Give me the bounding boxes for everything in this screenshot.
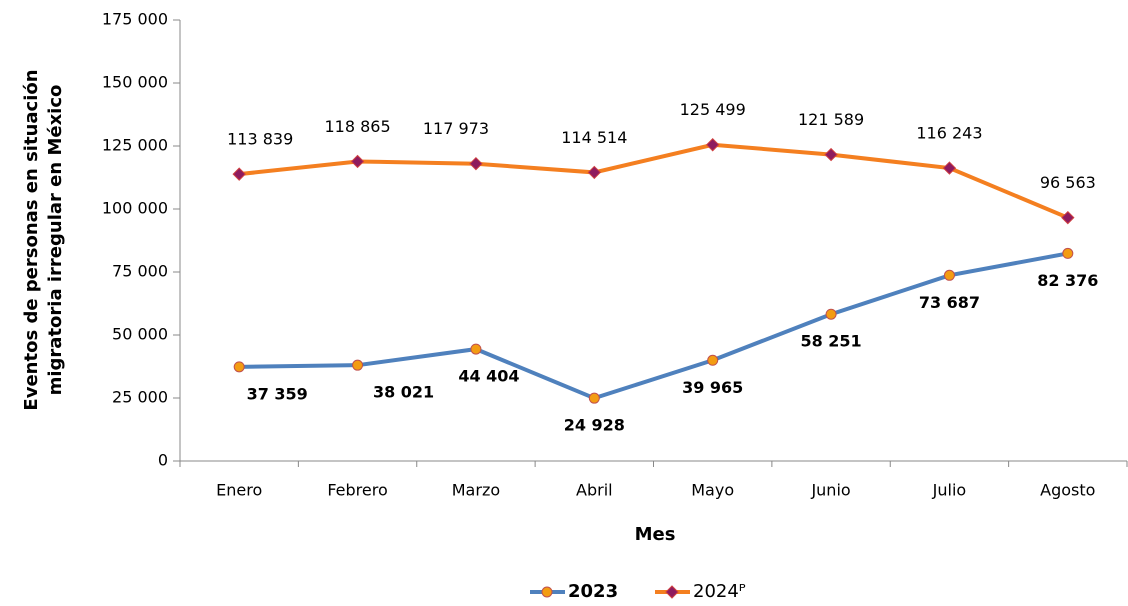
marker — [470, 343, 482, 355]
y-tick-label: 100 000 — [102, 199, 168, 218]
data-label: 37 359 — [247, 384, 308, 403]
marker — [824, 147, 838, 162]
data-label: 114 514 — [561, 128, 627, 147]
y-tick-label: 175 000 — [102, 10, 168, 29]
y-tick-label: 25 000 — [112, 388, 168, 407]
x-tick-label: Junio — [810, 481, 850, 500]
y-axis-title-line: Eventos de personas en situación — [21, 69, 42, 410]
data-label: 96 563 — [1040, 173, 1096, 192]
x-tick-label: Abril — [576, 481, 613, 500]
data-label: 24 928 — [564, 416, 625, 435]
line — [238, 142, 1069, 220]
data-label: 117 973 — [423, 119, 489, 138]
data-label: 125 499 — [680, 100, 746, 119]
marker — [232, 167, 246, 181]
y-axis-title: Eventos de personas en situación migrato… — [21, 69, 66, 410]
data-label: 38 021 — [373, 383, 434, 402]
marker — [469, 157, 483, 171]
y-tick-label: 75 000 — [112, 262, 168, 281]
marker — [350, 154, 365, 169]
marker — [942, 161, 957, 175]
marker — [943, 269, 955, 281]
data-label: 73 687 — [919, 293, 980, 312]
x-tick-label: Enero — [216, 481, 262, 500]
line — [239, 251, 1069, 401]
marker — [588, 392, 600, 404]
y-axis-title-line: migratoria irregular en México — [45, 85, 66, 396]
marker — [707, 354, 719, 366]
x-tick-label: Mayo — [691, 481, 734, 500]
x-tick-label: Febrero — [327, 481, 387, 500]
data-label: 39 965 — [682, 378, 743, 397]
marker — [825, 308, 837, 320]
marker — [705, 138, 720, 152]
x-tick-label: Agosto — [1040, 481, 1095, 500]
data-label: 118 865 — [324, 117, 390, 136]
marker — [587, 165, 602, 180]
x-axis-title: Mes — [635, 524, 676, 545]
marker — [665, 585, 679, 599]
data-label: 116 243 — [916, 124, 982, 143]
y-tick-label: 150 000 — [102, 73, 168, 92]
data-label: 44 404 — [458, 367, 519, 386]
data-label: 121 589 — [798, 110, 864, 129]
y-tick-label: 0 — [158, 451, 168, 470]
data-label: 58 251 — [800, 332, 861, 351]
marker — [1062, 247, 1074, 259]
x-tick-label: Julio — [932, 481, 967, 500]
x-tick-label: Marzo — [452, 481, 500, 500]
marker — [541, 586, 553, 598]
marker — [352, 359, 364, 371]
marker — [233, 361, 245, 373]
y-tick-label: 50 000 — [112, 325, 168, 344]
legend-label: 2023 — [568, 581, 618, 602]
y-tick-label: 125 000 — [102, 136, 168, 155]
legend-label: 2024ᴾ — [693, 581, 746, 602]
data-label: 113 839 — [227, 130, 293, 149]
data-label: 82 376 — [1037, 271, 1098, 290]
marker — [1061, 210, 1075, 225]
